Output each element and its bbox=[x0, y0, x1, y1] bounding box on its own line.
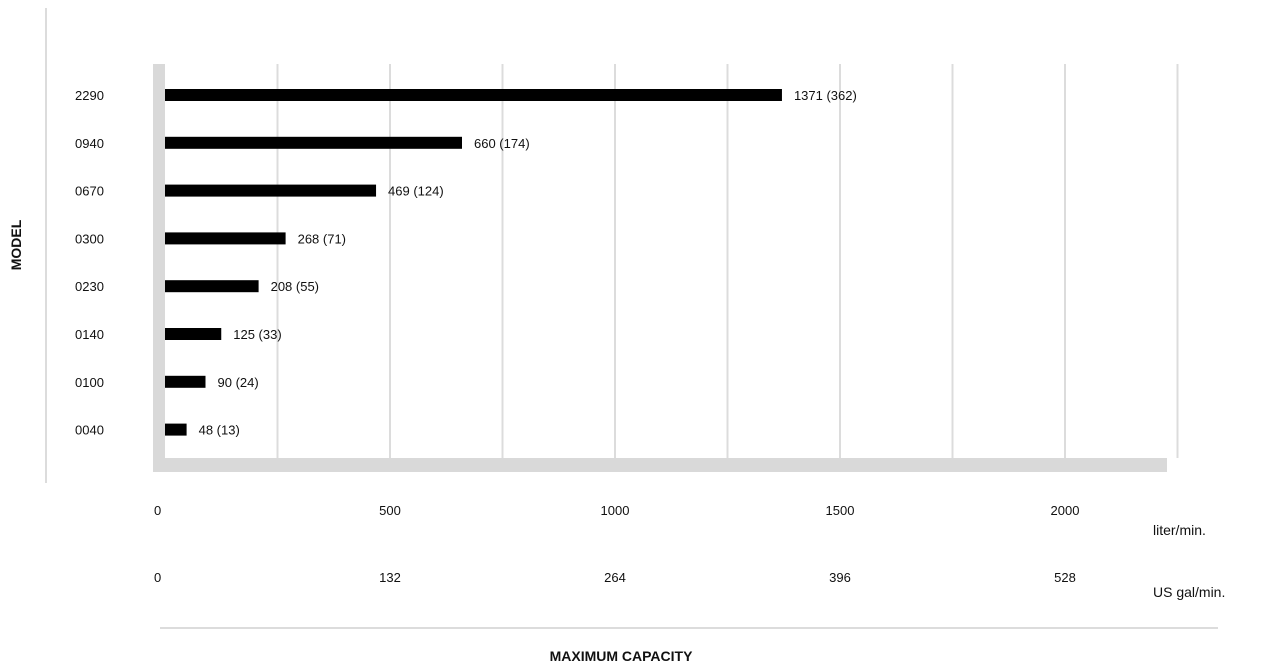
x-unit-primary: liter/min. bbox=[1153, 522, 1206, 538]
x-tick-label-secondary: 396 bbox=[829, 570, 851, 585]
y-tick-label: 0040 bbox=[75, 423, 104, 438]
data-label: 469 (124) bbox=[388, 184, 444, 199]
bar bbox=[165, 136, 462, 149]
data-label: 48 (13) bbox=[199, 423, 240, 438]
x-ticks-secondary: 0 132 264 396 528 bbox=[154, 570, 1076, 585]
x-tick-label-primary: 1500 bbox=[826, 503, 855, 518]
data-label: 660 (174) bbox=[474, 136, 530, 151]
data-label: 208 (55) bbox=[271, 279, 319, 294]
bar bbox=[165, 423, 187, 436]
x-tick-label-primary: 0 bbox=[154, 503, 161, 518]
x-axis-bar bbox=[153, 458, 1167, 472]
bar bbox=[165, 328, 222, 340]
x-axis-title: MAXIMUM CAPACITY bbox=[550, 648, 694, 664]
x-tick-label-secondary: 132 bbox=[379, 570, 401, 585]
y-axis-title: MODEL bbox=[8, 219, 24, 270]
bar bbox=[165, 184, 377, 197]
y-tick-label: 2290 bbox=[75, 88, 104, 103]
y-axis-bar bbox=[153, 64, 165, 472]
x-tick-label-secondary: 528 bbox=[1054, 570, 1076, 585]
bar-series bbox=[165, 89, 782, 436]
x-tick-label-primary: 1000 bbox=[601, 503, 630, 518]
y-tick-label: 0140 bbox=[75, 327, 104, 342]
bar bbox=[165, 89, 782, 101]
y-tick-label: 0230 bbox=[75, 279, 104, 294]
x-tick-label-primary: 2000 bbox=[1051, 503, 1080, 518]
bar bbox=[165, 232, 286, 245]
x-tick-label-primary: 500 bbox=[379, 503, 401, 518]
data-labels: 1371 (362) 660 (174) 469 (124) 268 (71) 208 … bbox=[199, 88, 857, 438]
y-tick-label: 0300 bbox=[75, 231, 104, 246]
bar bbox=[165, 375, 206, 388]
x-tick-label-secondary: 0 bbox=[154, 570, 161, 585]
gridlines bbox=[276, 64, 1179, 458]
y-tick-label: 0940 bbox=[75, 136, 104, 151]
x-ticks-primary: 0 500 1000 1500 2000 bbox=[154, 503, 1079, 518]
x-unit-secondary: US gal/min. bbox=[1153, 584, 1225, 600]
data-label: 1371 (362) bbox=[794, 88, 857, 103]
data-label: 268 (71) bbox=[298, 231, 346, 246]
bar bbox=[165, 280, 259, 293]
x-tick-label-secondary: 264 bbox=[604, 570, 626, 585]
y-tick-label: 0670 bbox=[75, 184, 104, 199]
data-label: 125 (33) bbox=[233, 327, 281, 342]
y-tick-labels: 2290 0940 0670 0300 0230 0140 0100 0040 bbox=[75, 88, 104, 438]
y-tick-label: 0100 bbox=[75, 375, 104, 390]
data-label: 90 (24) bbox=[218, 375, 259, 390]
